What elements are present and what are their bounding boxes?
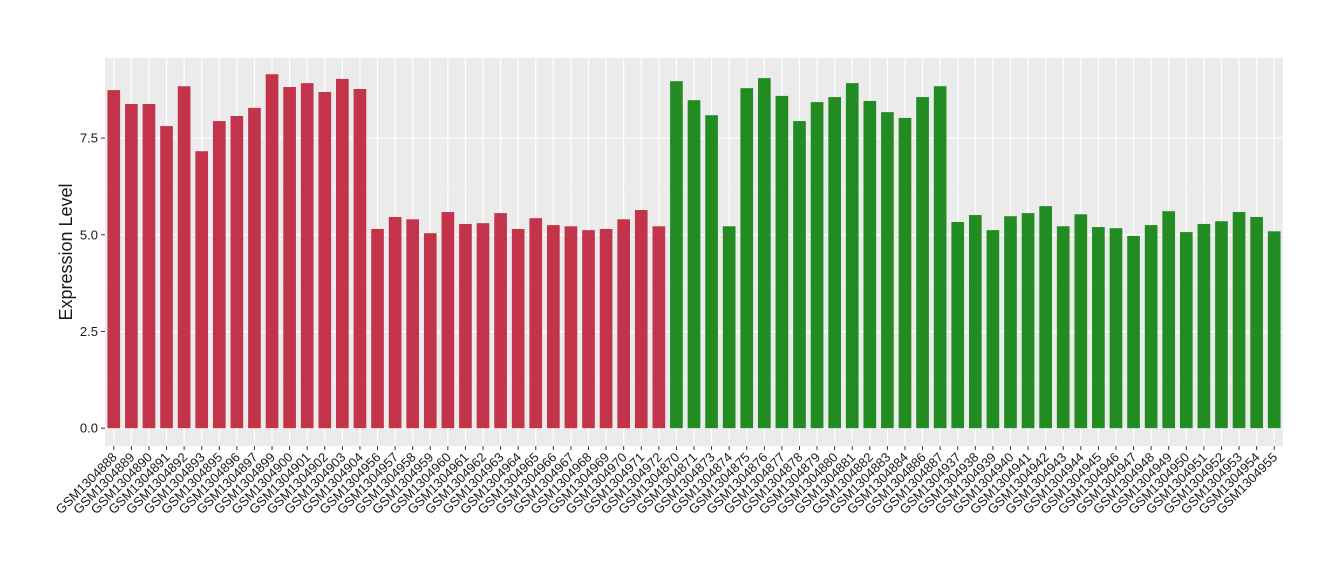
bar <box>212 121 226 429</box>
y-axis-label: Expression Level <box>56 183 76 320</box>
bar <box>300 83 314 429</box>
bar <box>511 228 525 429</box>
bar <box>353 88 367 429</box>
bar <box>1215 221 1228 429</box>
bar <box>845 83 859 429</box>
bar <box>177 86 191 429</box>
bar <box>160 126 173 429</box>
y-tick-label: 2.5 <box>80 324 98 339</box>
y-tick-label: 5.0 <box>80 227 98 242</box>
bar <box>265 74 279 429</box>
bar <box>283 87 296 429</box>
bar <box>529 218 543 429</box>
bar <box>705 115 718 429</box>
bar <box>968 215 982 429</box>
y-tick-label: 0.0 <box>80 421 98 436</box>
bar <box>1127 235 1140 429</box>
bar <box>898 117 912 429</box>
bar <box>757 78 771 429</box>
bar <box>1232 211 1246 429</box>
bar <box>142 104 156 429</box>
bar <box>107 90 121 429</box>
bar <box>1267 231 1281 429</box>
bar <box>599 228 613 429</box>
bar <box>634 210 648 429</box>
bar <box>722 226 736 429</box>
bar <box>336 78 349 429</box>
bar <box>986 230 1000 429</box>
bar <box>1179 232 1193 429</box>
bar <box>810 102 824 429</box>
bar <box>230 116 244 429</box>
bar <box>1144 225 1158 429</box>
bar <box>916 97 929 429</box>
bar <box>1039 206 1052 429</box>
bar <box>652 226 666 429</box>
y-tick-label: 7.5 <box>80 131 98 146</box>
bar <box>881 112 894 429</box>
bar <box>1250 216 1263 429</box>
bar <box>863 100 877 429</box>
bar <box>406 219 420 429</box>
bar <box>248 107 261 429</box>
bar <box>547 225 560 429</box>
bar <box>582 230 595 429</box>
bar <box>476 223 490 429</box>
bar <box>687 100 701 429</box>
bar <box>617 219 631 429</box>
bar <box>1074 214 1088 429</box>
bar <box>564 226 578 429</box>
bar <box>318 92 332 429</box>
bar <box>1021 213 1035 429</box>
bar <box>1004 216 1017 429</box>
bar <box>1056 226 1070 429</box>
bar <box>125 104 138 429</box>
bar <box>423 233 437 429</box>
bar <box>1197 223 1211 429</box>
bar <box>388 216 402 429</box>
bar <box>793 121 806 429</box>
bar <box>494 213 507 429</box>
bar <box>1092 227 1105 429</box>
bar <box>933 86 947 429</box>
bar <box>775 95 789 429</box>
bar <box>1162 211 1176 429</box>
bar <box>1109 228 1123 429</box>
bar <box>828 97 841 429</box>
bar <box>459 223 472 429</box>
bar <box>371 228 384 429</box>
bar <box>951 222 965 429</box>
bar <box>670 81 683 429</box>
bar <box>195 151 209 429</box>
bar <box>441 211 455 429</box>
bar <box>740 88 754 429</box>
